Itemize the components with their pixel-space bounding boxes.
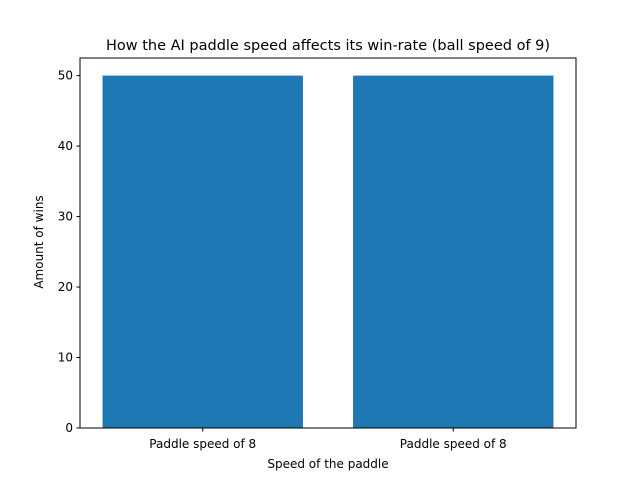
y-tick-label: 20 [58, 280, 73, 294]
plot-area-frame [79, 57, 577, 429]
x-tick-label: Paddle speed of 8 [400, 437, 507, 451]
chart-title: How the AI paddle speed affects its win-… [106, 38, 550, 54]
y-axis-label: Amount of wins [32, 195, 46, 288]
y-tick-label: 50 [58, 69, 73, 83]
bar-1 [102, 75, 303, 428]
y-tick-label: 10 [58, 351, 73, 365]
y-tick-label: 40 [58, 139, 73, 153]
x-axis-ticks: Paddle speed of 8 Paddle speed of 8 [149, 428, 507, 451]
y-tick-label: 30 [58, 210, 73, 224]
bar-2 [353, 75, 554, 428]
y-tick-label: 0 [65, 421, 73, 435]
bars-layer [102, 75, 554, 428]
x-tick-label: Paddle speed of 8 [149, 437, 256, 451]
y-axis-ticks: 0 10 20 30 40 50 [58, 69, 80, 435]
x-axis-label: Speed of the paddle [267, 457, 388, 471]
